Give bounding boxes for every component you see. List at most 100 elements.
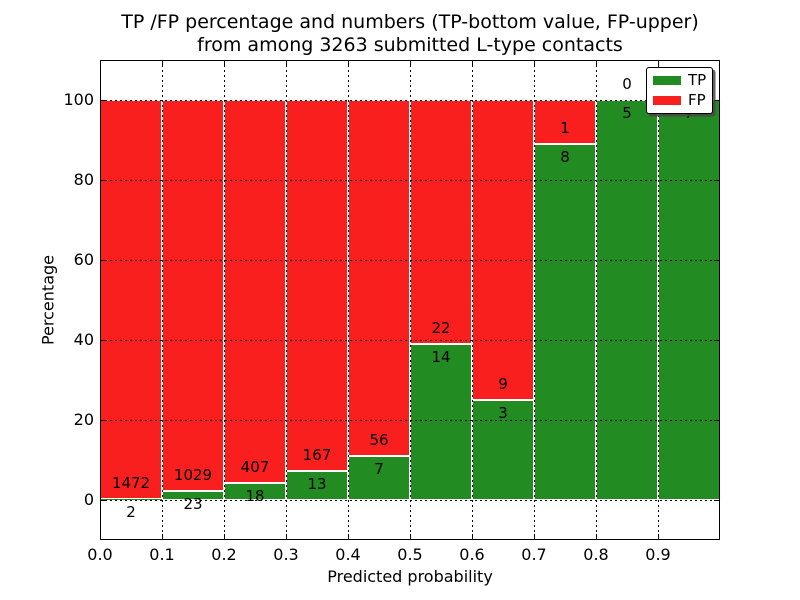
x-tick-mark bbox=[162, 61, 163, 66]
gridline-vertical bbox=[410, 60, 411, 540]
x-tick-label: 0.6 bbox=[459, 545, 485, 564]
y-tick-mark bbox=[101, 500, 106, 501]
gridline-vertical bbox=[596, 60, 597, 540]
x-tick-mark bbox=[100, 61, 101, 66]
fp-swatch-icon bbox=[653, 96, 681, 105]
bar-count-label-tp: 14 bbox=[431, 348, 451, 367]
gridline-horizontal bbox=[100, 100, 720, 101]
gridline-horizontal bbox=[100, 420, 720, 421]
bar-segment-fp bbox=[348, 100, 410, 456]
x-tick-mark bbox=[286, 534, 287, 539]
bar-count-label-tp: 13 bbox=[307, 475, 327, 494]
x-tick-mark bbox=[658, 534, 659, 539]
gridline-horizontal bbox=[100, 260, 720, 261]
bar-segment-fp bbox=[286, 100, 348, 472]
bar-count-label-fp: 22 bbox=[431, 319, 451, 338]
bar-count-label-fp: 167 bbox=[302, 446, 332, 465]
x-tick-label: 0.1 bbox=[149, 545, 175, 564]
y-tick-mark bbox=[714, 260, 719, 261]
gridline-horizontal bbox=[100, 180, 720, 181]
x-tick-mark bbox=[534, 534, 535, 539]
y-tick-mark bbox=[714, 180, 719, 181]
y-tick-mark bbox=[714, 340, 719, 341]
bar-segment-fp bbox=[224, 100, 286, 484]
bar-segment-tp bbox=[348, 455, 410, 500]
x-tick-label: 0.7 bbox=[521, 545, 547, 564]
bar-segment-fp bbox=[162, 100, 224, 492]
x-tick-label: 0.5 bbox=[397, 545, 423, 564]
y-tick-mark bbox=[714, 420, 719, 421]
gridline-vertical bbox=[472, 60, 473, 540]
y-tick-label: 20 bbox=[73, 410, 94, 429]
gridline-vertical bbox=[286, 60, 287, 540]
chart-title: TP /FP percentage and numbers (TP-bottom… bbox=[100, 11, 720, 57]
x-tick-mark bbox=[472, 534, 473, 539]
bar-count-label-fp: 0 bbox=[622, 75, 632, 93]
gridline-vertical bbox=[658, 60, 659, 540]
bar-count-label-tp: 8 bbox=[560, 148, 570, 167]
y-tick-label: 100 bbox=[63, 90, 94, 109]
bar-count-label-fp: 56 bbox=[369, 430, 389, 449]
bar-segment-tp bbox=[472, 400, 534, 500]
x-tick-label: 0.8 bbox=[583, 545, 609, 564]
x-tick-mark bbox=[100, 534, 101, 539]
gridline-horizontal bbox=[100, 500, 720, 501]
x-tick-mark bbox=[286, 61, 287, 66]
legend-label-tp: TP bbox=[688, 71, 707, 89]
x-tick-mark bbox=[534, 61, 535, 66]
bar-count-label-tp: 23 bbox=[183, 495, 203, 514]
bar-segment-tp bbox=[658, 100, 720, 500]
gridline-vertical bbox=[162, 60, 163, 540]
bar-count-label-fp: 9 bbox=[498, 375, 508, 393]
x-tick-label: 0.4 bbox=[335, 545, 361, 564]
y-tick-mark bbox=[101, 340, 106, 341]
x-tick-mark bbox=[596, 534, 597, 539]
x-tick-mark bbox=[224, 534, 225, 539]
y-tick-label: 60 bbox=[73, 250, 94, 269]
y-tick-mark bbox=[101, 260, 106, 261]
bar-segment-fp bbox=[410, 100, 472, 345]
bar-count-label-tp: 2 bbox=[126, 503, 136, 522]
bar-segment-tp bbox=[100, 499, 162, 501]
tp-swatch-icon bbox=[653, 76, 681, 85]
x-tick-mark bbox=[596, 61, 597, 66]
x-tick-label: 0.9 bbox=[645, 545, 671, 564]
legend-label-fp: FP bbox=[688, 91, 706, 109]
bar-segment-tp bbox=[410, 344, 472, 500]
bar-segment-fp bbox=[472, 100, 534, 400]
legend-item-tp: TP bbox=[653, 73, 706, 88]
bar-count-label-fp: 1 bbox=[560, 119, 570, 138]
x-tick-label: 0.3 bbox=[273, 545, 299, 564]
gridline-vertical bbox=[534, 60, 535, 540]
bar-count-label-tp: 3 bbox=[498, 404, 508, 422]
bar-count-label-fp: 1029 bbox=[173, 466, 213, 485]
bar-segment-tp bbox=[596, 100, 658, 500]
bar-count-label-tp: 5 bbox=[622, 104, 632, 122]
bar-segment-tp bbox=[534, 144, 596, 500]
x-tick-label: 0.0 bbox=[87, 545, 113, 564]
y-tick-mark bbox=[714, 100, 719, 101]
gridline-vertical bbox=[348, 60, 349, 540]
x-tick-mark bbox=[162, 534, 163, 539]
x-tick-mark bbox=[658, 61, 659, 66]
y-tick-label: 80 bbox=[73, 170, 94, 189]
x-axis-label: Predicted probability bbox=[327, 567, 493, 586]
x-tick-label: 0.2 bbox=[211, 545, 237, 564]
x-tick-mark bbox=[224, 61, 225, 66]
chart-title-line2: from among 3263 submitted L-type contact… bbox=[197, 34, 623, 56]
legend: TP FP bbox=[646, 67, 714, 114]
bar-segment-tp bbox=[286, 471, 348, 500]
bar-count-label-tp: 7 bbox=[374, 459, 384, 478]
y-tick-mark bbox=[714, 500, 719, 501]
x-tick-mark bbox=[410, 534, 411, 539]
gridline-vertical bbox=[224, 60, 225, 540]
chart-title-line1: TP /FP percentage and numbers (TP-bottom… bbox=[121, 11, 699, 33]
y-tick-mark bbox=[101, 180, 106, 181]
y-tick-label: 0 bbox=[83, 490, 94, 509]
x-tick-mark bbox=[348, 534, 349, 539]
y-tick-mark bbox=[101, 420, 106, 421]
x-tick-mark bbox=[410, 61, 411, 66]
bar-count-label-tp: 18 bbox=[245, 487, 265, 506]
legend-item-fp: FP bbox=[653, 93, 706, 108]
